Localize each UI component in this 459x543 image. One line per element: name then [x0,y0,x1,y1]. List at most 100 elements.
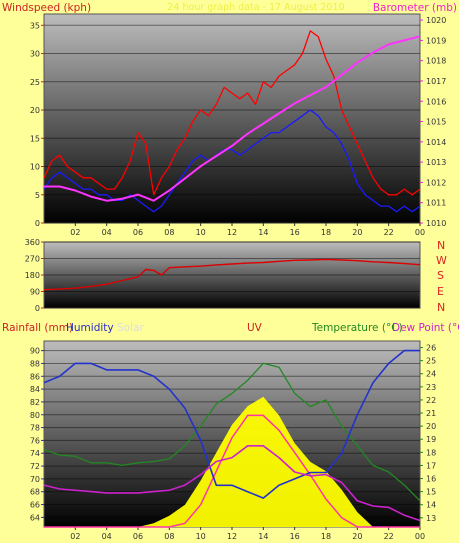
wind-panel-x-tick-label-1: 04 [102,228,112,237]
rain-panel-x-tick-label-11: 00 [415,532,425,541]
dewpoint-axis-title: Dew Point (°C) [392,322,459,334]
humidity-axis-tick-label-10: 84 [30,385,40,394]
temperature-axis-tick-label-1: 14 [426,501,436,510]
uv-axis-title: UV [247,322,263,334]
temperature-axis-tick-label-7: 20 [426,422,436,431]
dewpoint-line [43,444,421,522]
temperature-axis-tick-label-8: 21 [426,409,436,418]
temperature-axis-tick-label-2: 15 [426,488,436,497]
windspeed-axis-tick-label-0: 0 [35,219,40,228]
wind-direction-axis-tick-label-0: 0 [35,304,40,313]
windspeed-axis-tick-label-1: 5 [35,191,40,200]
rain-panel-x-tick-label-9: 20 [352,532,362,541]
rainfall-axis-title: Rainfall (mm) [2,322,73,334]
barometer-axis-tick-label-8: 1018 [426,57,446,66]
barometer-axis-tick-label-4: 1014 [426,138,446,147]
compass-label-e: E [437,285,444,298]
temperature-axis-tick-label-3: 16 [426,475,436,484]
wind-panel-x-tick-label-0: 02 [70,228,80,237]
compass-label-n-top: N [437,239,445,252]
compass-label-n-bottom: N [437,301,445,314]
rain-panel-x-tick-label-3: 08 [164,532,174,541]
wind-panel-x-tick-label-10: 22 [384,228,394,237]
barometer-axis-tick-label-0: 1010 [426,219,446,228]
temperature-axis-title: Temperature (°C) [311,322,403,334]
wind-direction-axis-tick-label-4: 360 [25,238,40,247]
barometer-axis-tick-label-2: 1012 [426,178,446,187]
wind-panel-x-tick-label-8: 18 [321,228,331,237]
windspeed-axis-tick-label-4: 20 [30,106,40,115]
wind-barometer-plot-background [44,14,420,223]
humidity-axis-tick-label-3: 70 [30,475,40,484]
compass-label-w: W [436,254,447,267]
temperature-axis-tick-label-6: 19 [426,435,436,444]
temperature-axis-tick-label-4: 17 [426,461,436,470]
barometer-axis-tick-label-10: 1020 [426,16,446,25]
humidity-axis-tick-label-6: 76 [30,436,40,445]
humidity-axis-tick-label-9: 82 [30,398,40,407]
barometer-axis-tick-label-1: 1011 [426,199,446,208]
solar-area [44,396,420,527]
windspeed-average-line [43,109,421,213]
rain-panel-x-tick-label-4: 10 [196,532,206,541]
windspeed-axis-tick-label-7: 35 [30,21,40,30]
humidity-axis-tick-label-13: 90 [30,347,40,356]
wind-direction-axis-tick-label-2: 180 [25,271,40,280]
wind-direction-plot-background [44,242,420,308]
temperature-axis-tick-label-9: 22 [426,396,436,405]
humidity-axis-tick-label-0: 64 [30,513,40,522]
humidity-axis-tick-label-12: 88 [30,359,40,368]
humidity-axis-tick-label-2: 68 [30,488,40,497]
rain-panel-x-tick-label-8: 18 [321,532,331,541]
humidity-axis-tick-label-1: 66 [30,501,40,510]
solar-axis-title: Solar [117,322,144,334]
barometer-axis-tick-label-9: 1019 [426,36,446,45]
barometer-axis-tick-label-7: 1017 [426,77,446,86]
humidity-line [43,349,420,499]
wind-panel-x-tick-label-4: 10 [196,228,206,237]
windspeed-axis-tick-label-6: 30 [30,50,40,59]
barometer-axis-title: Barometer (mb) [373,2,457,14]
rain-panel-x-tick-label-6: 14 [258,532,268,541]
temperature-line [43,362,421,502]
humidity-axis-tick-label-7: 78 [30,424,40,433]
rain-panel-x-tick-label-10: 22 [384,532,394,541]
rain-panel-x-tick-label-2: 06 [133,532,143,541]
uv-line [44,414,420,528]
wind-panel-x-tick-label-2: 06 [133,228,143,237]
wind-direction-axis-tick-label-3: 270 [25,255,40,264]
barometer-axis-tick-label-6: 1016 [426,97,446,106]
windspeed-axis-tick-label-5: 25 [30,78,40,87]
wind-panel-x-tick-label-3: 08 [164,228,174,237]
barometer-line [44,35,421,202]
chart-title: 24 hour graph data - 17 August 2010 [167,2,344,13]
humidity-axis-tick-label-4: 72 [30,462,40,471]
temperature-axis-tick-label-11: 24 [426,370,436,379]
humidity-axis-tick-label-11: 86 [30,372,40,381]
rain-panel-x-tick-label-7: 16 [290,532,300,541]
humidity-axis-tick-label-8: 80 [30,411,40,420]
windspeed-axis-tick-label-3: 15 [30,134,40,143]
barometer-axis-tick-label-5: 1015 [426,118,446,127]
compass-label-s: S [437,269,444,282]
rain-panel-x-tick-label-0: 02 [70,532,80,541]
windspeed-line [43,30,421,196]
wind-panel-x-tick-label-5: 12 [227,228,237,237]
windspeed-axis-title: Windspeed (kph) [2,2,91,14]
rain-panel-x-tick-label-5: 12 [227,532,237,541]
temperature-axis-tick-label-5: 18 [426,448,436,457]
wind-panel-x-tick-label-11: 00 [415,228,425,237]
humidity-axis-tick-label-5: 74 [30,449,40,458]
rain-panel-x-tick-label-1: 04 [102,532,112,541]
wind-direction-axis-tick-label-1: 90 [30,288,40,297]
humidity-axis-title: Humidity [66,322,114,334]
barometer-axis-tick-label-3: 1013 [426,158,446,167]
temperature-axis-tick-label-13: 26 [426,344,436,353]
wind-panel-x-tick-label-7: 16 [290,228,300,237]
temperature-axis-tick-label-10: 23 [426,383,436,392]
wind-direction-line [43,258,421,291]
temperature-axis-tick-label-12: 25 [426,357,436,366]
wind-panel-x-tick-label-9: 20 [352,228,362,237]
